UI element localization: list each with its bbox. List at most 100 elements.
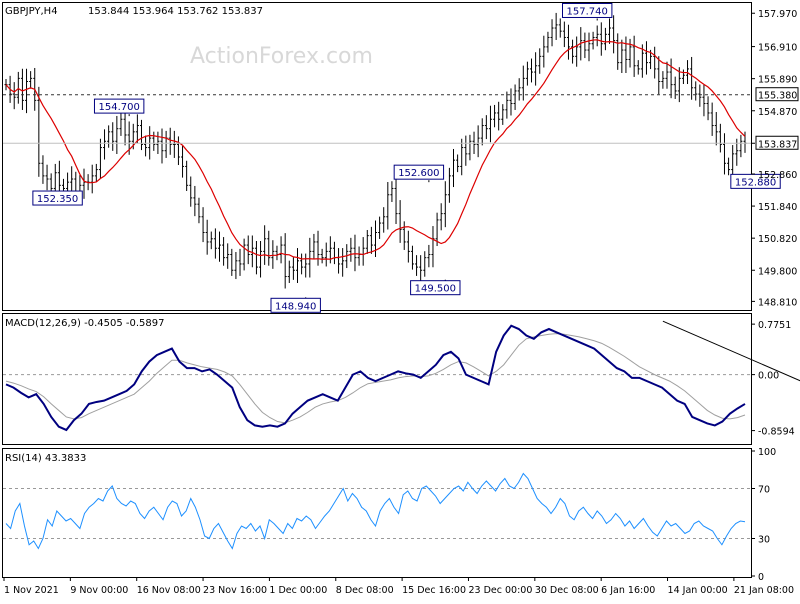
price-bar — [250, 235, 254, 268]
price-bar — [624, 36, 628, 74]
price-bar — [222, 237, 226, 266]
price-bar — [415, 255, 419, 276]
price-bar — [460, 138, 464, 176]
annotation-label: 157.740 — [567, 6, 608, 17]
axis-tick-label: 0.7751 — [758, 320, 791, 331]
price-bar — [694, 81, 698, 101]
price-bar — [599, 22, 603, 56]
price-bar — [16, 71, 20, 104]
price-bar — [427, 244, 431, 268]
price-bar — [111, 122, 115, 151]
price-bar — [501, 104, 505, 125]
price-bar — [12, 82, 16, 110]
price-bar — [353, 234, 357, 272]
price-bar — [341, 248, 345, 277]
price-bar — [484, 115, 488, 140]
price-bar — [135, 114, 139, 144]
price-bar — [657, 56, 661, 95]
x-tick-label: 9 Nov 00:00 — [70, 585, 128, 596]
price-bar — [234, 252, 238, 280]
price-bar — [291, 257, 295, 280]
price-annotation: 148.940 — [270, 297, 321, 313]
price-bar — [189, 176, 193, 207]
price-bar — [456, 154, 460, 173]
price-bar — [386, 182, 390, 230]
price-bar — [464, 135, 468, 166]
price-bar — [710, 102, 714, 136]
price-bar — [295, 248, 299, 283]
price-bar — [394, 178, 398, 225]
price-annotation: 152.350 — [32, 190, 83, 206]
price-bar — [493, 104, 497, 128]
price-bar — [644, 41, 648, 75]
price-bar — [45, 164, 49, 191]
price-bar — [620, 39, 624, 74]
price-bar — [673, 76, 677, 99]
price-bar — [681, 69, 685, 85]
price-bar — [378, 216, 382, 239]
price-bar — [217, 231, 221, 262]
price-bar — [308, 237, 312, 278]
price-bar — [369, 226, 373, 254]
price-bar — [172, 130, 176, 158]
price-bar — [443, 181, 447, 228]
price-bar — [365, 229, 369, 254]
price-bar — [566, 24, 570, 60]
price-bar — [661, 71, 665, 89]
price-bar — [517, 78, 521, 101]
price-bar — [562, 21, 566, 48]
axis-layer: 157.970 156.910 155.890 154.870 153.837 152.8… — [751, 9, 799, 583]
price-bar — [718, 123, 722, 153]
price-bar — [168, 127, 172, 155]
axis-tick-label: 155.890 — [758, 75, 797, 86]
price-bar — [505, 91, 509, 119]
price-bar — [636, 60, 640, 75]
price-bar — [616, 33, 620, 70]
price-annotation: 152.600 — [393, 164, 445, 183]
price-bar — [29, 71, 33, 89]
price-annotation: 149.500 — [410, 279, 461, 296]
x-axis: 1 Nov 2021 9 Nov 00:00 16 Nov 08:00 23 Nov … — [3, 577, 794, 596]
price-bar — [702, 84, 706, 117]
x-tick-label: 23 Nov 16:00 — [203, 585, 267, 596]
rsi-line — [5, 472, 746, 550]
price-bar — [628, 38, 632, 68]
price-bar — [402, 221, 406, 250]
price-bar — [640, 44, 644, 78]
annotation-label: 154.700 — [98, 102, 139, 113]
axis-tick-label: 70 — [758, 485, 770, 496]
price-bar — [226, 243, 230, 269]
price-bar — [558, 18, 562, 38]
price-bar — [698, 84, 702, 107]
price-bar — [488, 105, 492, 143]
rsi-panel — [2, 448, 752, 578]
macd-trendline — [662, 320, 800, 382]
price-bar — [324, 242, 328, 267]
price-bar — [254, 240, 258, 275]
price-bar — [263, 225, 267, 265]
price-bar — [213, 228, 217, 259]
price-bar — [287, 260, 291, 283]
macd-layer — [3, 320, 800, 432]
x-tick-label: 6 Jan 16:00 — [601, 585, 655, 596]
price-bar — [546, 31, 550, 53]
price-bar — [316, 230, 320, 266]
price-bar — [312, 233, 316, 260]
price-bar — [176, 136, 180, 166]
macd-main-line — [5, 324, 746, 432]
price-bar — [571, 39, 575, 64]
price-bar — [304, 253, 308, 278]
price-bar — [70, 166, 74, 195]
price-bar — [727, 157, 731, 176]
price-bar — [480, 118, 484, 146]
axis-tick-label: 154.870 — [758, 107, 797, 118]
price-bar — [690, 56, 694, 100]
level-label: 155.380 — [758, 91, 797, 102]
price-bar — [406, 230, 410, 263]
rsi-layer — [3, 472, 751, 550]
price-bar — [603, 27, 607, 51]
price-bar — [530, 58, 534, 83]
axis-tick-label: 100 — [758, 447, 776, 458]
price-bar — [575, 36, 579, 67]
axis-tick-label: 153.837 — [758, 139, 797, 150]
